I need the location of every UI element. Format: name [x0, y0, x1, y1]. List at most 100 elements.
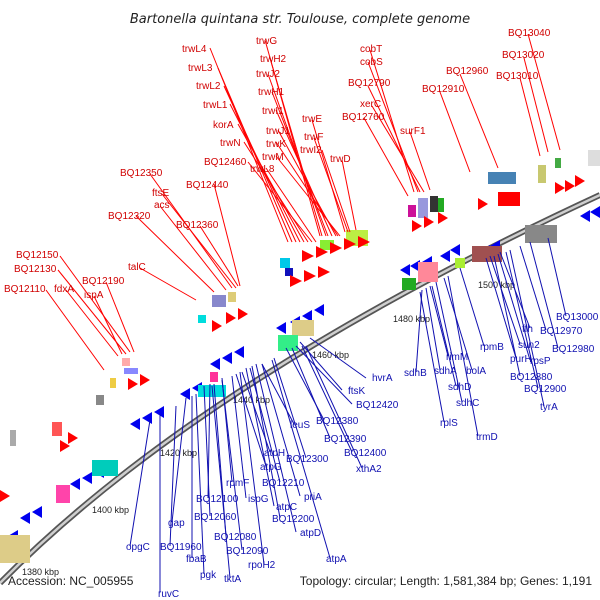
gene-label: BQ12760 — [342, 112, 385, 123]
gene-label: BQ12380 — [316, 416, 359, 427]
gene-block — [588, 150, 600, 166]
gene-block — [122, 358, 130, 366]
gene-label: sdhD — [448, 382, 471, 393]
gene-label: xthA2 — [356, 464, 382, 475]
gene-label: BQ12110 — [4, 284, 46, 295]
gene-label: trwL8 — [250, 164, 275, 175]
accession-label: Accession: NC_005955 — [8, 574, 134, 588]
gene-label: BQ12900 — [524, 384, 567, 395]
gene-label: BQ13040 — [508, 28, 551, 39]
gene-label: BQ12420 — [356, 400, 399, 411]
gene-label: BQ12400 — [344, 448, 387, 459]
gene-block — [56, 485, 70, 503]
gene-block — [418, 198, 428, 218]
map-title: Bartonella quintana str. Toulouse, compl… — [130, 12, 470, 27]
gene-label: BQ12150 — [16, 250, 59, 261]
gene-label: trwE — [302, 114, 322, 125]
gene-label: fdxA — [54, 284, 74, 295]
gene-label: BQ12200 — [272, 514, 315, 525]
gene-label: fbaB — [186, 554, 207, 565]
gene-label: trwK — [266, 139, 286, 150]
gene-label: trmD — [476, 432, 498, 443]
gene-block — [228, 292, 236, 302]
gene-label: trwH2 — [260, 54, 287, 65]
reverse-arrows — [8, 206, 600, 542]
gene-label: BQ12350 — [120, 168, 163, 179]
gene-label: BQ12880 — [510, 372, 553, 383]
gene-block — [320, 240, 334, 250]
gene-label: trwF — [304, 132, 323, 143]
gene-label: BQ12440 — [186, 180, 229, 191]
gene-label: atpD — [300, 528, 321, 539]
gene-label: rpsP — [530, 356, 551, 367]
forward-arrows — [0, 175, 585, 502]
feature-blocks-inner — [0, 225, 557, 563]
gene-label: sdhB — [404, 368, 427, 379]
gene-label: trwJ2 — [256, 69, 280, 80]
gene-label: BQ12320 — [108, 211, 151, 222]
gene-block — [212, 295, 226, 307]
gene-block — [408, 205, 416, 217]
gene-label: BQ12210 — [262, 478, 305, 489]
gene-label: trwL2 — [196, 81, 221, 92]
gene-label: atpC — [276, 502, 297, 513]
gene-label: rimM — [446, 352, 468, 363]
gene-label: BQ12130 — [14, 264, 57, 275]
gene-block — [278, 335, 298, 351]
gene-label: BQ12960 — [446, 66, 489, 77]
gene-label: BQ12080 — [214, 532, 257, 543]
gene-block — [0, 535, 30, 563]
gene-label: BQ12790 — [348, 78, 391, 89]
tick-label: 1380 kbp — [22, 567, 59, 577]
gene-label: atpA — [326, 554, 347, 565]
gene-label: BQ12460 — [204, 157, 247, 168]
tick-label: 1400 kbp — [92, 505, 129, 515]
gene-label: BQ12100 — [196, 494, 239, 505]
gene-block — [555, 158, 561, 168]
gene-label: BQ12970 — [540, 326, 583, 337]
gene-label: sun2 — [518, 340, 540, 351]
gene-label: tyrA — [540, 402, 558, 413]
reverse-leader-lines — [129, 237, 567, 592]
forward-gene-labels: trwL4 trwL3 trwL2 trwL1 korA trwN BQ1246… — [4, 28, 551, 301]
gene-label: surF1 — [400, 126, 426, 137]
gene-label: trwI2 — [300, 145, 322, 156]
tick-label: 1420 kbp — [160, 448, 197, 458]
gene-label: BQ11960 — [160, 542, 202, 553]
gene-label: BQ13020 — [502, 50, 545, 61]
gene-label: trwN — [220, 138, 241, 149]
gene-label: trwG — [256, 36, 277, 47]
gene-label: cobT — [360, 44, 382, 55]
gene-label: trwL1 — [203, 100, 228, 111]
gene-block — [52, 422, 62, 436]
gene-block — [430, 196, 438, 212]
gene-label: BQ12090 — [226, 546, 269, 557]
gene-label: trwD — [330, 154, 351, 165]
gene-label: ftsE — [152, 188, 170, 199]
gene-label: trwJ1 — [266, 126, 290, 137]
gene-label: pgk — [200, 570, 217, 581]
gene-block — [538, 165, 546, 183]
gene-block — [92, 460, 118, 476]
gene-block — [455, 258, 465, 268]
gene-label: trwI1 — [262, 106, 284, 117]
genome-summary: Topology: circular; Length: 1,581,384 bp… — [300, 574, 593, 588]
gene-label: tktA — [224, 574, 242, 585]
gene-block — [198, 315, 206, 323]
gene-label: hvrA — [372, 373, 393, 384]
gene-label: priA — [304, 492, 322, 503]
gene-label: BQ13000 — [556, 312, 599, 323]
gene-label: sdhA — [434, 366, 457, 377]
gene-label: BQ12300 — [286, 454, 329, 465]
gene-block — [280, 258, 290, 268]
gene-block — [438, 198, 444, 212]
gene-label: trwH1 — [258, 87, 285, 98]
gene-label: gap — [168, 518, 185, 529]
tick-label: 1480 kbp — [393, 314, 430, 324]
gene-block — [10, 430, 16, 446]
gene-block — [110, 378, 116, 388]
gene-label: BQ12910 — [422, 84, 465, 95]
reverse-gene-labels: hvrA ftsK BQ12420 leuS BQ12380 BQ12390 B… — [126, 312, 599, 600]
gene-block — [96, 395, 104, 405]
